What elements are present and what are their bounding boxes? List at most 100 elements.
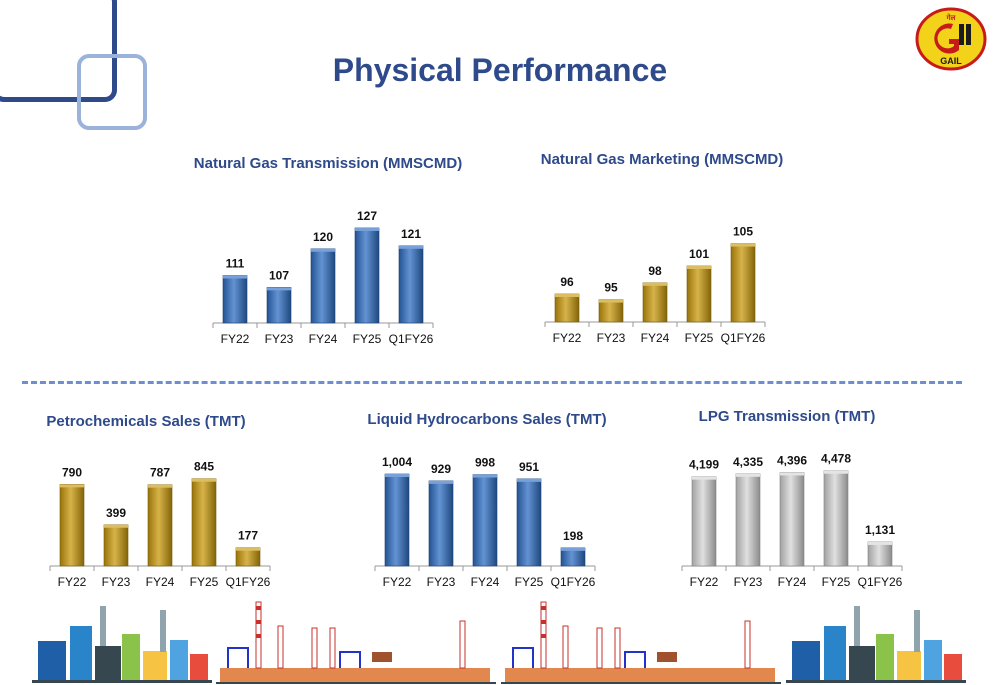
data-label: 929 <box>431 462 451 476</box>
x-tick-label: FY23 <box>427 575 456 589</box>
bar-q1fy26 <box>730 243 756 323</box>
data-label: 101 <box>689 247 709 261</box>
chart-liquid-hydrocarbons: 1,004 FY22 929 FY23 998 FY24 951 FY25 198 Q1FY26 <box>374 455 596 589</box>
x-tick-label: FY24 <box>778 575 807 589</box>
chart-ng-transmission: 111 FY22 107 FY23 120 FY24 127 FY25 121 Q1FY26 <box>212 209 434 346</box>
x-tick-label: Q1FY26 <box>551 575 596 589</box>
data-label: 951 <box>519 460 539 474</box>
data-label: 177 <box>238 529 258 543</box>
bar-cap-fy25 <box>192 478 216 482</box>
x-tick-label: FY22 <box>383 575 412 589</box>
bar-fy22 <box>222 275 248 324</box>
bar-cap-fy24 <box>780 472 804 476</box>
bar-cap-fy25 <box>687 266 711 269</box>
data-label: 4,335 <box>733 455 763 469</box>
bar-fy25 <box>516 478 542 567</box>
x-tick-label: FY24 <box>309 332 338 346</box>
data-label: 198 <box>563 529 583 543</box>
chart-title-liquid-hydrocarbons: Liquid Hydrocarbons Sales (TMT) <box>367 411 607 428</box>
decorative-frame-square <box>0 0 117 102</box>
bar-cap-q1fy26 <box>868 541 892 545</box>
x-tick-label: Q1FY26 <box>721 331 766 345</box>
data-label: 105 <box>733 225 753 239</box>
bar-fy25 <box>354 227 380 324</box>
x-tick-label: FY24 <box>641 331 670 345</box>
bar-cap-fy24 <box>148 484 172 488</box>
data-label: 4,199 <box>689 458 719 472</box>
bar-fy22 <box>59 484 85 567</box>
x-tick-label: FY25 <box>353 332 382 346</box>
data-label: 111 <box>226 256 245 270</box>
gail-logo: गेल GAIL <box>915 7 987 71</box>
data-label: 399 <box>106 506 126 520</box>
bar-cap-fy24 <box>643 282 667 286</box>
bar-fy23 <box>428 480 454 567</box>
bar-cap-fy22 <box>60 484 84 488</box>
x-tick-label: FY22 <box>58 575 87 589</box>
data-label: 121 <box>401 227 421 241</box>
x-tick-label: FY25 <box>685 331 714 345</box>
data-label: 1,131 <box>865 523 895 537</box>
bar-fy22 <box>691 476 717 567</box>
bar-fy24 <box>310 248 336 324</box>
bar-fy22 <box>554 293 580 323</box>
bar-cap-q1fy26 <box>399 245 423 249</box>
plant-cluster-left <box>32 606 212 683</box>
bar-cap-fy25 <box>517 478 541 482</box>
bar-cap-fy25 <box>355 227 379 231</box>
logo-text: GAIL <box>940 56 962 66</box>
chart-title-ng-marketing: Natural Gas Marketing (MMSCMD) <box>540 151 784 168</box>
data-label: 790 <box>62 465 82 479</box>
bar-cap-fy24 <box>311 248 335 252</box>
bar-q1fy26 <box>398 245 424 324</box>
bar-fy23 <box>103 524 129 567</box>
x-tick-label: FY22 <box>690 575 719 589</box>
data-label: 4,396 <box>777 453 807 467</box>
decorative-frame-square-small <box>77 54 147 130</box>
x-tick-label: FY25 <box>190 575 219 589</box>
bar-fy25 <box>191 478 217 567</box>
bar-q1fy26 <box>560 547 586 567</box>
bar-fy24 <box>779 472 805 567</box>
x-tick-label: Q1FY26 <box>389 332 434 346</box>
bar-fy24 <box>642 282 668 323</box>
x-tick-label: Q1FY26 <box>226 575 271 589</box>
data-label: 95 <box>604 281 618 295</box>
bar-cap-fy23 <box>429 480 453 484</box>
bar-fy23 <box>598 299 624 323</box>
bar-cap-fy24 <box>473 474 497 478</box>
bar-cap-fy23 <box>599 299 623 303</box>
chart-petrochemicals: 790 FY22 399 FY23 787 FY24 845 FY25 177 Q1FY26 <box>49 460 271 589</box>
bar-fy23 <box>266 287 292 324</box>
data-label: 845 <box>194 460 214 474</box>
bar-fy24 <box>472 474 498 567</box>
chart-title-petrochemicals: Petrochemicals Sales (TMT) <box>46 413 246 430</box>
x-tick-label: FY23 <box>597 331 626 345</box>
x-tick-label: Q1FY26 <box>858 575 903 589</box>
x-tick-label: FY24 <box>146 575 175 589</box>
chart-ng-marketing: 96 FY22 95 FY23 98 FY24 101 FY25 105 Q1FY26 <box>544 225 766 345</box>
bar-cap-q1fy26 <box>561 547 585 551</box>
chart-lpg-transmission: 4,199 FY22 4,335 FY23 4,396 FY24 4,478 FY25 1,13… <box>681 452 903 589</box>
x-tick-label: FY23 <box>102 575 131 589</box>
bar-cap-fy23 <box>267 287 291 291</box>
data-label: 127 <box>357 209 377 223</box>
data-label: 998 <box>475 456 495 470</box>
bar-fy25 <box>686 265 712 323</box>
bar-cap-fy23 <box>736 473 760 477</box>
chart-title-lpg-transmission: LPG Transmission (TMT) <box>698 408 876 425</box>
plant-cluster-middle-1 <box>216 601 496 684</box>
x-tick-label: FY22 <box>221 332 250 346</box>
bar-fy23 <box>735 473 761 567</box>
bar-fy24 <box>147 484 173 567</box>
chart-title-ng-transmission: Natural Gas Transmission (MMSCMD) <box>193 155 463 172</box>
logo-script-text: गेल <box>946 13 956 22</box>
page-title: Physical Performance <box>332 52 668 88</box>
section-divider <box>22 381 962 384</box>
data-label: 787 <box>150 466 170 480</box>
data-label: 96 <box>560 275 574 289</box>
data-label: 107 <box>269 268 289 282</box>
x-tick-label: FY22 <box>553 331 582 345</box>
industrial-plant-illustration <box>32 601 966 684</box>
x-tick-label: FY25 <box>515 575 544 589</box>
